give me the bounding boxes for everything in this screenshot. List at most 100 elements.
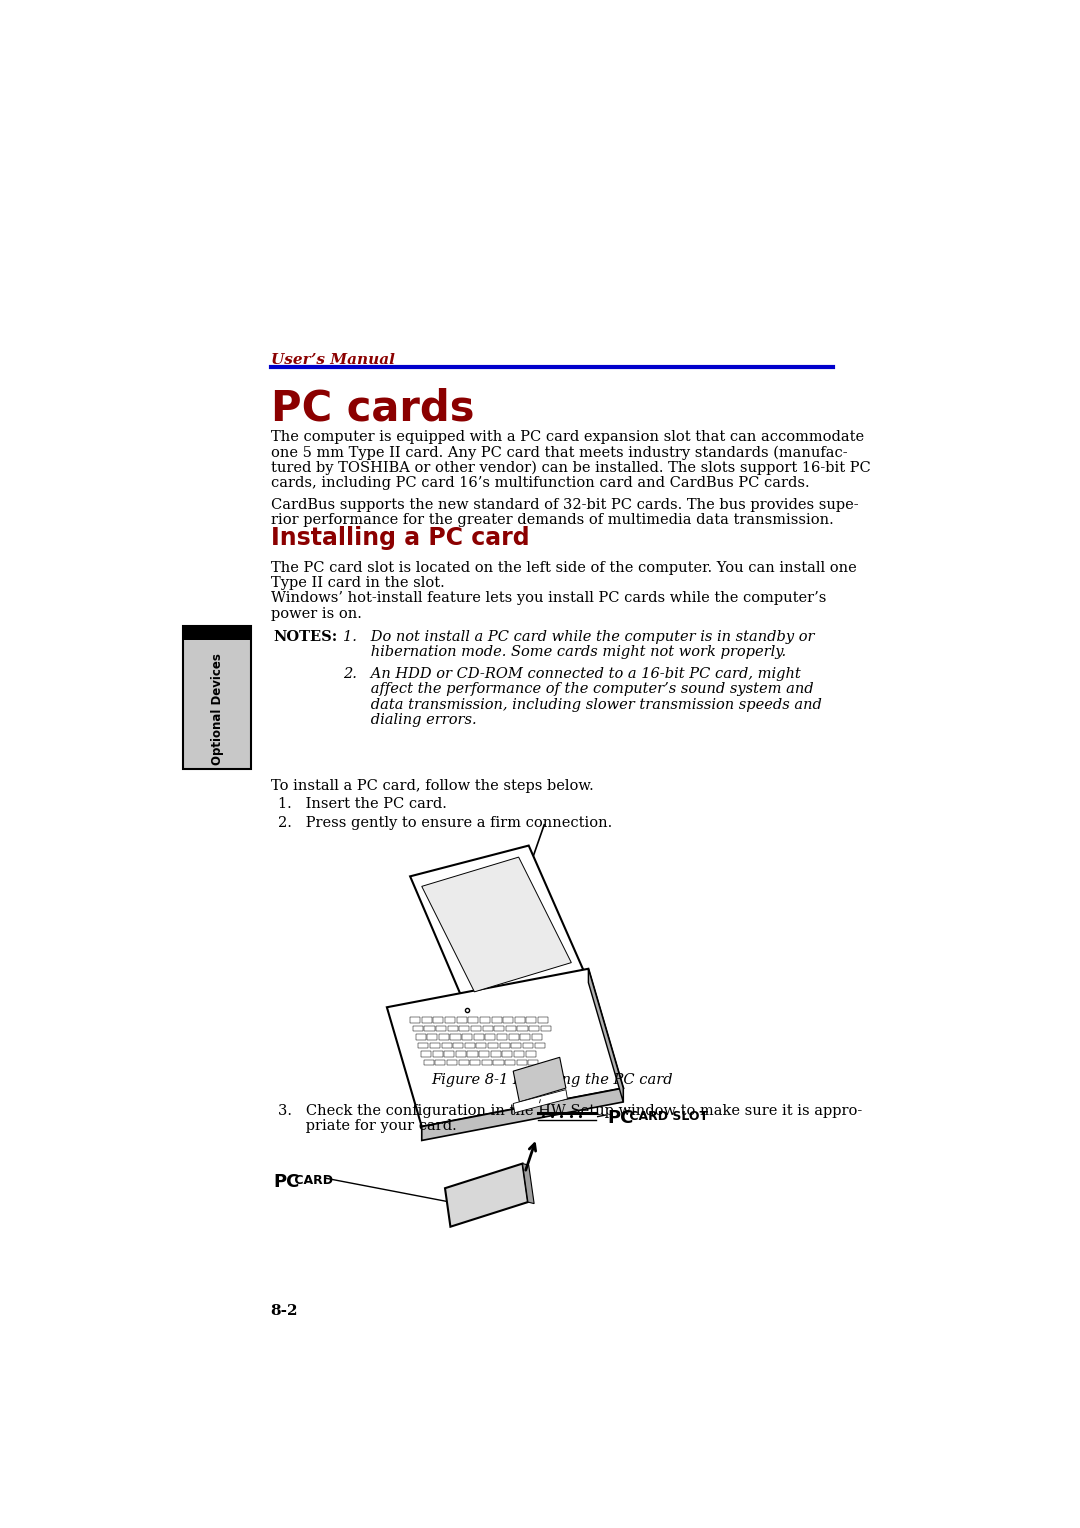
Text: power is on.: power is on. xyxy=(271,607,362,620)
Bar xyxy=(422,1018,432,1022)
Bar xyxy=(471,1025,481,1031)
Text: 8-2: 8-2 xyxy=(271,1303,298,1317)
Bar xyxy=(497,1034,507,1039)
Text: cards, including PC card 16’s multifunction card and CardBus PC cards.: cards, including PC card 16’s multifunct… xyxy=(271,475,809,490)
Bar xyxy=(503,1018,513,1022)
Bar xyxy=(494,1059,503,1065)
Polygon shape xyxy=(422,1088,623,1140)
Text: PC cards: PC cards xyxy=(271,388,474,429)
Text: Type II card in the slot.: Type II card in the slot. xyxy=(271,576,444,590)
Polygon shape xyxy=(445,1163,528,1227)
Bar xyxy=(528,1059,539,1065)
Text: NOTES:: NOTES: xyxy=(273,630,337,643)
Bar xyxy=(447,1059,457,1065)
Bar xyxy=(457,1018,467,1022)
Bar xyxy=(436,1025,446,1031)
Text: hibernation mode. Some cards might not work properly.: hibernation mode. Some cards might not w… xyxy=(342,645,786,660)
Text: one 5 mm Type II card. Any PC card that meets industry standards (manufac-: one 5 mm Type II card. Any PC card that … xyxy=(271,445,847,460)
Bar xyxy=(480,1018,490,1022)
Polygon shape xyxy=(523,1163,535,1204)
Text: dialing errors.: dialing errors. xyxy=(342,714,476,727)
Bar xyxy=(500,1042,510,1048)
Text: Figure 8-1 Inserting the PC card: Figure 8-1 Inserting the PC card xyxy=(431,1073,673,1086)
Bar xyxy=(433,1018,444,1022)
Bar xyxy=(482,1059,491,1065)
Text: The PC card slot is located on the left side of the computer. You can install on: The PC card slot is located on the left … xyxy=(271,561,856,575)
Bar xyxy=(485,1034,496,1039)
Bar xyxy=(541,1025,551,1031)
Bar xyxy=(421,1051,431,1056)
Bar xyxy=(509,1034,518,1039)
Text: The computer is equipped with a PC card expansion slot that can accommodate: The computer is equipped with a PC card … xyxy=(271,429,864,443)
Bar xyxy=(511,1042,522,1048)
Bar xyxy=(410,1018,420,1022)
Polygon shape xyxy=(410,845,584,1004)
Bar xyxy=(445,1018,455,1022)
Bar xyxy=(516,1059,527,1065)
Text: Windows’ hot-install feature lets you install PC cards while the computer’s: Windows’ hot-install feature lets you in… xyxy=(271,591,826,605)
Text: Optional Devices: Optional Devices xyxy=(211,652,224,766)
Polygon shape xyxy=(422,857,571,992)
Bar xyxy=(480,1051,489,1056)
Bar xyxy=(538,1018,548,1022)
Bar xyxy=(495,1025,504,1031)
Text: 1.   Insert the PC card.: 1. Insert the PC card. xyxy=(279,798,447,811)
Bar xyxy=(474,1034,484,1039)
Bar xyxy=(438,1034,449,1039)
Text: 3.   Check the configuration in the HW Setup window to make sure it is appro-: 3. Check the configuration in the HW Set… xyxy=(279,1103,863,1117)
Text: PC: PC xyxy=(273,1174,299,1190)
Bar xyxy=(531,1034,542,1039)
Bar xyxy=(476,1042,486,1048)
Polygon shape xyxy=(589,969,623,1102)
Text: rior performance for the greater demands of multimedia data transmission.: rior performance for the greater demands… xyxy=(271,513,834,527)
Bar xyxy=(428,1034,437,1039)
Bar xyxy=(459,1025,470,1031)
Bar xyxy=(505,1025,516,1031)
Bar xyxy=(413,1025,423,1031)
Polygon shape xyxy=(513,1057,566,1102)
Bar xyxy=(435,1059,445,1065)
Text: 1.   Do not install a PC card while the computer is in standby or: 1. Do not install a PC card while the co… xyxy=(342,630,814,643)
Text: To install a PC card, follow the steps below.: To install a PC card, follow the steps b… xyxy=(271,779,593,793)
Bar xyxy=(450,1034,460,1039)
Bar xyxy=(483,1025,492,1031)
Bar xyxy=(448,1025,458,1031)
Bar xyxy=(505,1059,515,1065)
Bar xyxy=(430,1042,440,1048)
Text: 2.   An HDD or CD-ROM connected to a 16-bit PC card, might: 2. An HDD or CD-ROM connected to a 16-bi… xyxy=(342,666,800,681)
Polygon shape xyxy=(464,973,589,1016)
Text: 2.   Press gently to ensure a firm connection.: 2. Press gently to ensure a firm connect… xyxy=(279,816,612,830)
Bar xyxy=(469,1018,478,1022)
Bar xyxy=(488,1042,498,1048)
Bar xyxy=(464,1042,475,1048)
Text: Installing a PC card: Installing a PC card xyxy=(271,526,529,550)
Bar xyxy=(456,1051,465,1056)
Text: affect the performance of the computer’s sound system and: affect the performance of the computer’s… xyxy=(342,683,813,697)
Bar xyxy=(183,626,252,769)
Bar xyxy=(502,1051,512,1056)
Text: User’s Manual: User’s Manual xyxy=(271,353,394,367)
Bar xyxy=(535,1042,544,1048)
Text: CARD SLOT: CARD SLOT xyxy=(625,1111,707,1123)
Text: PC: PC xyxy=(608,1109,634,1128)
Bar xyxy=(416,1034,426,1039)
Text: CARD: CARD xyxy=(291,1175,333,1187)
Text: priate for your card.: priate for your card. xyxy=(279,1118,457,1132)
Bar xyxy=(418,1042,429,1048)
Text: CardBus supports the new standard of 32-bit PC cards. The bus provides supe-: CardBus supports the new standard of 32-… xyxy=(271,498,859,512)
Bar xyxy=(424,1025,434,1031)
Bar xyxy=(514,1051,524,1056)
Bar xyxy=(521,1034,530,1039)
Bar xyxy=(526,1018,537,1022)
Bar xyxy=(423,1059,434,1065)
Bar xyxy=(526,1051,536,1056)
Polygon shape xyxy=(513,1089,567,1112)
Text: data transmission, including slower transmission speeds and: data transmission, including slower tran… xyxy=(342,698,822,712)
Bar xyxy=(433,1051,443,1056)
Bar xyxy=(529,1025,539,1031)
Bar xyxy=(517,1025,527,1031)
Bar xyxy=(444,1051,455,1056)
Bar xyxy=(183,626,252,640)
Bar xyxy=(459,1059,469,1065)
Text: tured by TOSHIBA or other vendor) can be installed. The slots support 16-bit PC: tured by TOSHIBA or other vendor) can be… xyxy=(271,460,870,475)
